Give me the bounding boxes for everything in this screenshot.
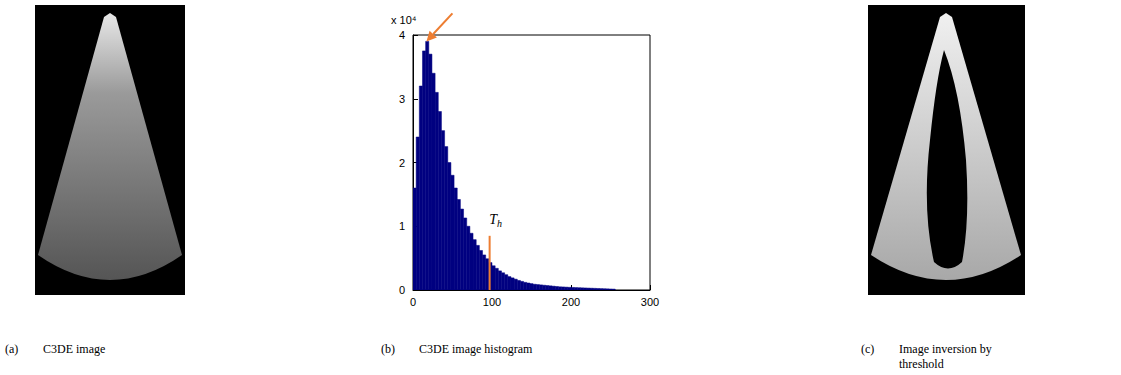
html-text:C3DE image histogram: C3DE image histogram: [419, 342, 533, 356]
html-text:Image inversion by threshold: Image inversion by threshold: [899, 342, 992, 371]
svg-text:1: 1: [399, 220, 405, 232]
svg-text:2: 2: [399, 157, 405, 169]
html-text:C3DE image: C3DE image: [43, 342, 106, 356]
svg-text:T: T: [489, 212, 497, 228]
svg-text:0: 0: [410, 296, 416, 308]
svg-text:x 10⁴: x 10⁴: [391, 14, 417, 26]
svg-text:300: 300: [641, 296, 659, 308]
html-text:(c): (c): [861, 342, 875, 356]
html-text:(b): (b): [381, 342, 395, 356]
svg-text:100: 100: [483, 296, 501, 308]
svg-text:0: 0: [399, 284, 405, 296]
svg-text:h: h: [497, 218, 502, 229]
svg-text:3: 3: [399, 93, 405, 105]
svg-text:200: 200: [562, 296, 580, 308]
svg-text:4: 4: [399, 29, 405, 41]
html-text:(a): (a): [5, 342, 19, 356]
